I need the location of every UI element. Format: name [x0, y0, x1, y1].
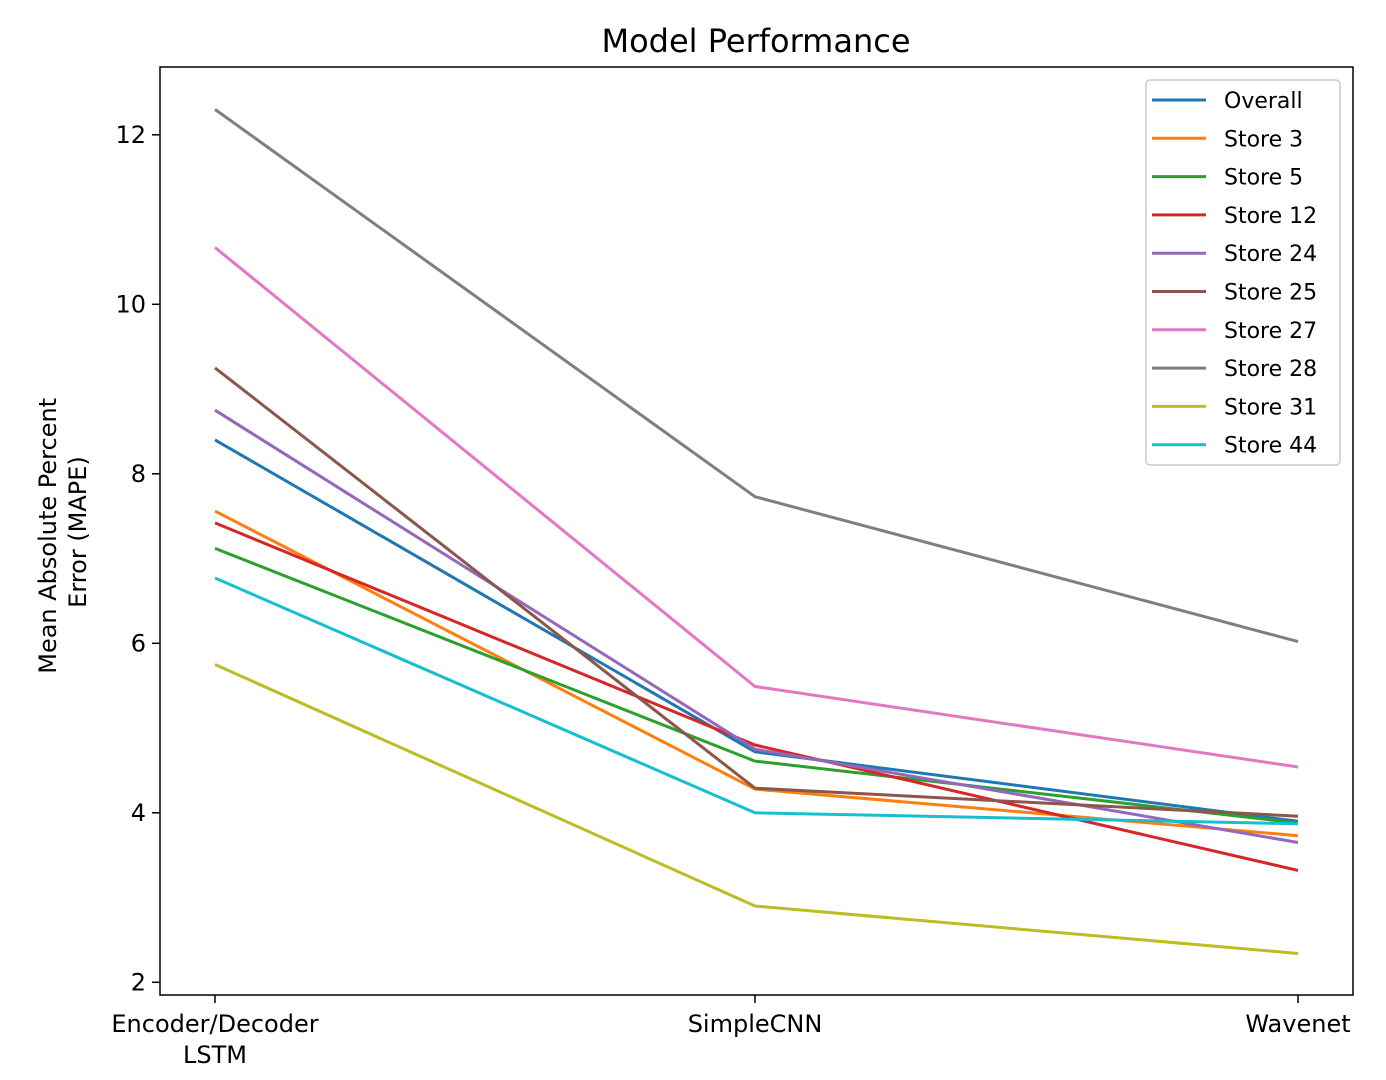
legend-entry-label: Store 31 — [1224, 395, 1317, 420]
series-line-store-24 — [214, 408, 1299, 844]
y-tick-label: 10 — [115, 290, 146, 318]
series-line-store-28 — [214, 108, 1299, 644]
legend-entry-label: Store 12 — [1224, 204, 1317, 229]
y-tick-label: 4 — [131, 799, 146, 827]
legend-entry-label: Store 44 — [1224, 434, 1317, 459]
series-line-store-25 — [214, 366, 1299, 818]
x-tick-label: SimpleCNN — [688, 1010, 823, 1038]
series-line-store-31 — [214, 663, 1299, 955]
y-tick-label: 12 — [115, 121, 146, 149]
chart-title: Model Performance — [601, 22, 910, 60]
axes: 2 4 6 8 10 12 Encoder/Decoder LSTM SimpleCNN Wave… — [111, 66, 1354, 1069]
legend-entry-label: Store 3 — [1224, 127, 1303, 152]
legend-entry-label: Store 27 — [1224, 319, 1317, 344]
legend-entry-label: Overall — [1224, 89, 1303, 114]
series-line-store-44 — [214, 576, 1299, 826]
y-axis-label: Mean Absolute Percent Error (MAPE) — [34, 390, 92, 674]
series-line-store-5 — [214, 547, 1299, 825]
legend: Overall Store 3 Store 5 Store 12 Store 24 Sto… — [1145, 79, 1341, 466]
series-lines — [214, 108, 1299, 955]
x-tick-label: Encoder/Decoder LSTM — [111, 1010, 318, 1069]
legend-entry-label: Store 24 — [1224, 242, 1317, 267]
legend-entry-label: Store 5 — [1224, 166, 1303, 191]
x-tick-label: Wavenet — [1245, 1010, 1350, 1038]
y-axis-label-line-1: Mean Absolute Percent — [34, 398, 62, 674]
plot-frame — [159, 66, 1354, 996]
y-tick-label: 6 — [131, 629, 146, 657]
legend-entry-label: Store 28 — [1224, 357, 1317, 382]
y-axis-label-line-2: Error (MAPE) — [64, 456, 92, 608]
y-tick-label: 2 — [131, 968, 146, 996]
series-line-store-12 — [214, 521, 1299, 872]
legend-entry-label: Store 25 — [1224, 281, 1317, 306]
series-line-store-27 — [214, 246, 1299, 769]
series-line-overall — [214, 438, 1299, 823]
y-tick-label: 8 — [131, 460, 146, 488]
